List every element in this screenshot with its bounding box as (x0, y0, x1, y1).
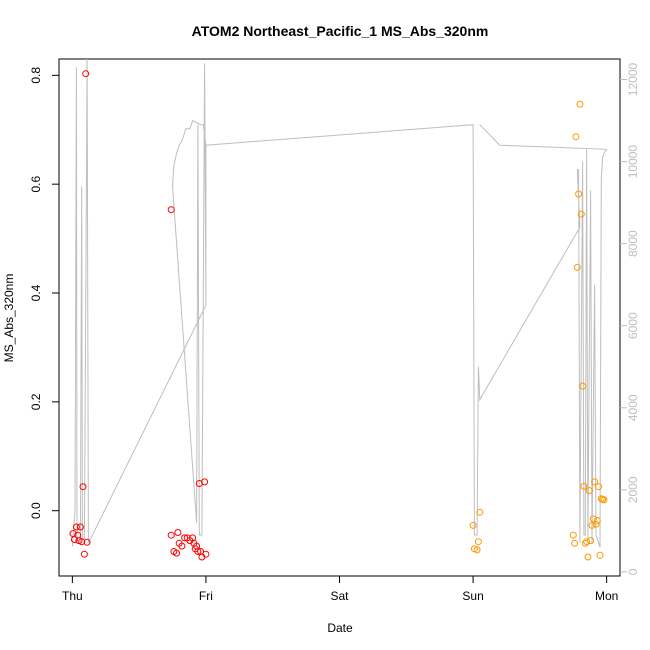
data-point-orange-7 (572, 133, 580, 141)
right-tick-label: 0 (626, 568, 640, 575)
data-point-red-16 (178, 542, 186, 550)
data-point-orange-19 (588, 521, 596, 529)
data-point-orange-2 (473, 546, 481, 554)
data-point-orange-12 (579, 382, 587, 390)
data-point-red-7 (79, 483, 87, 491)
data-point-red-6 (78, 538, 86, 546)
y-tick-label: 0.4 (29, 284, 43, 301)
right-tick-label: 6000 (626, 312, 640, 339)
data-point-red-24 (194, 548, 202, 555)
data-points-layer (69, 70, 608, 561)
data-point-red-17 (181, 534, 189, 542)
data-point-orange-28 (600, 496, 608, 504)
data-point-orange-13 (580, 482, 588, 490)
secondary-series-layer (71, 58, 608, 548)
chart-title: ATOM2 Northeast_Pacific_1 MS_Abs_320nm (192, 23, 489, 39)
right-tick-label: 8000 (626, 230, 640, 257)
data-point-red-1 (70, 536, 78, 543)
y-tick-label: 0.0 (29, 502, 43, 519)
data-point-orange-25 (596, 551, 604, 559)
y-axis-label: MS_Abs_320nm (2, 274, 16, 363)
data-point-orange-4 (476, 508, 484, 516)
data-point-orange-9 (575, 190, 583, 198)
data-point-red-29 (202, 550, 210, 558)
data-point-orange-16 (584, 553, 592, 561)
data-point-orange-6 (571, 539, 579, 547)
right-tick-label: 12000 (626, 63, 640, 97)
y-tick-label: 0.6 (29, 176, 43, 193)
x-tick-label: Sat (330, 589, 349, 603)
data-point-red-11 (167, 531, 175, 539)
data-point-orange-0 (469, 521, 477, 529)
data-point-red-2 (72, 523, 80, 531)
data-point-red-8 (80, 550, 88, 558)
x-axis: Thu Fri Sat Sun Mon (62, 575, 618, 603)
data-point-red-14 (174, 529, 182, 536)
x-axis-label: Date (327, 621, 353, 635)
data-point-orange-24 (595, 483, 603, 491)
data-point-orange-21 (591, 478, 599, 486)
x-tick-label: Sun (462, 589, 483, 603)
secondary-series-line (71, 58, 608, 548)
y-axis: 0.0 0.2 0.4 0.6 0.8 (29, 67, 59, 519)
right-axis: 0 2000 4000 6000 8000 10000 12000 (620, 63, 640, 575)
data-point-orange-18 (587, 537, 595, 545)
x-tick-label: Fri (199, 589, 213, 603)
data-point-orange-10 (576, 100, 584, 108)
right-tick-label: 2000 (626, 476, 640, 503)
data-point-orange-14 (581, 539, 589, 547)
data-point-orange-23 (593, 517, 601, 524)
y-tick-label: 0.8 (29, 67, 43, 84)
data-point-orange-22 (592, 520, 600, 528)
data-point-orange-8 (573, 263, 581, 271)
x-tick-label: Thu (62, 589, 83, 603)
x-tick-label: Mon (595, 589, 618, 603)
data-point-red-13 (173, 549, 180, 557)
data-point-red-10 (82, 70, 90, 78)
right-tick-label: 10000 (626, 145, 640, 179)
y-tick-label: 0.2 (29, 393, 43, 410)
data-point-orange-15 (583, 538, 591, 546)
data-point-orange-20 (589, 515, 597, 523)
data-point-orange-11 (577, 210, 585, 218)
data-point-orange-3 (474, 538, 482, 546)
data-point-red-9 (83, 538, 91, 546)
data-point-orange-17 (585, 487, 593, 495)
right-tick-label: 4000 (626, 394, 640, 421)
data-point-red-5 (76, 523, 84, 531)
data-point-red-28 (201, 478, 209, 486)
data-point-orange-5 (569, 531, 577, 539)
data-point-red-30 (167, 206, 175, 214)
